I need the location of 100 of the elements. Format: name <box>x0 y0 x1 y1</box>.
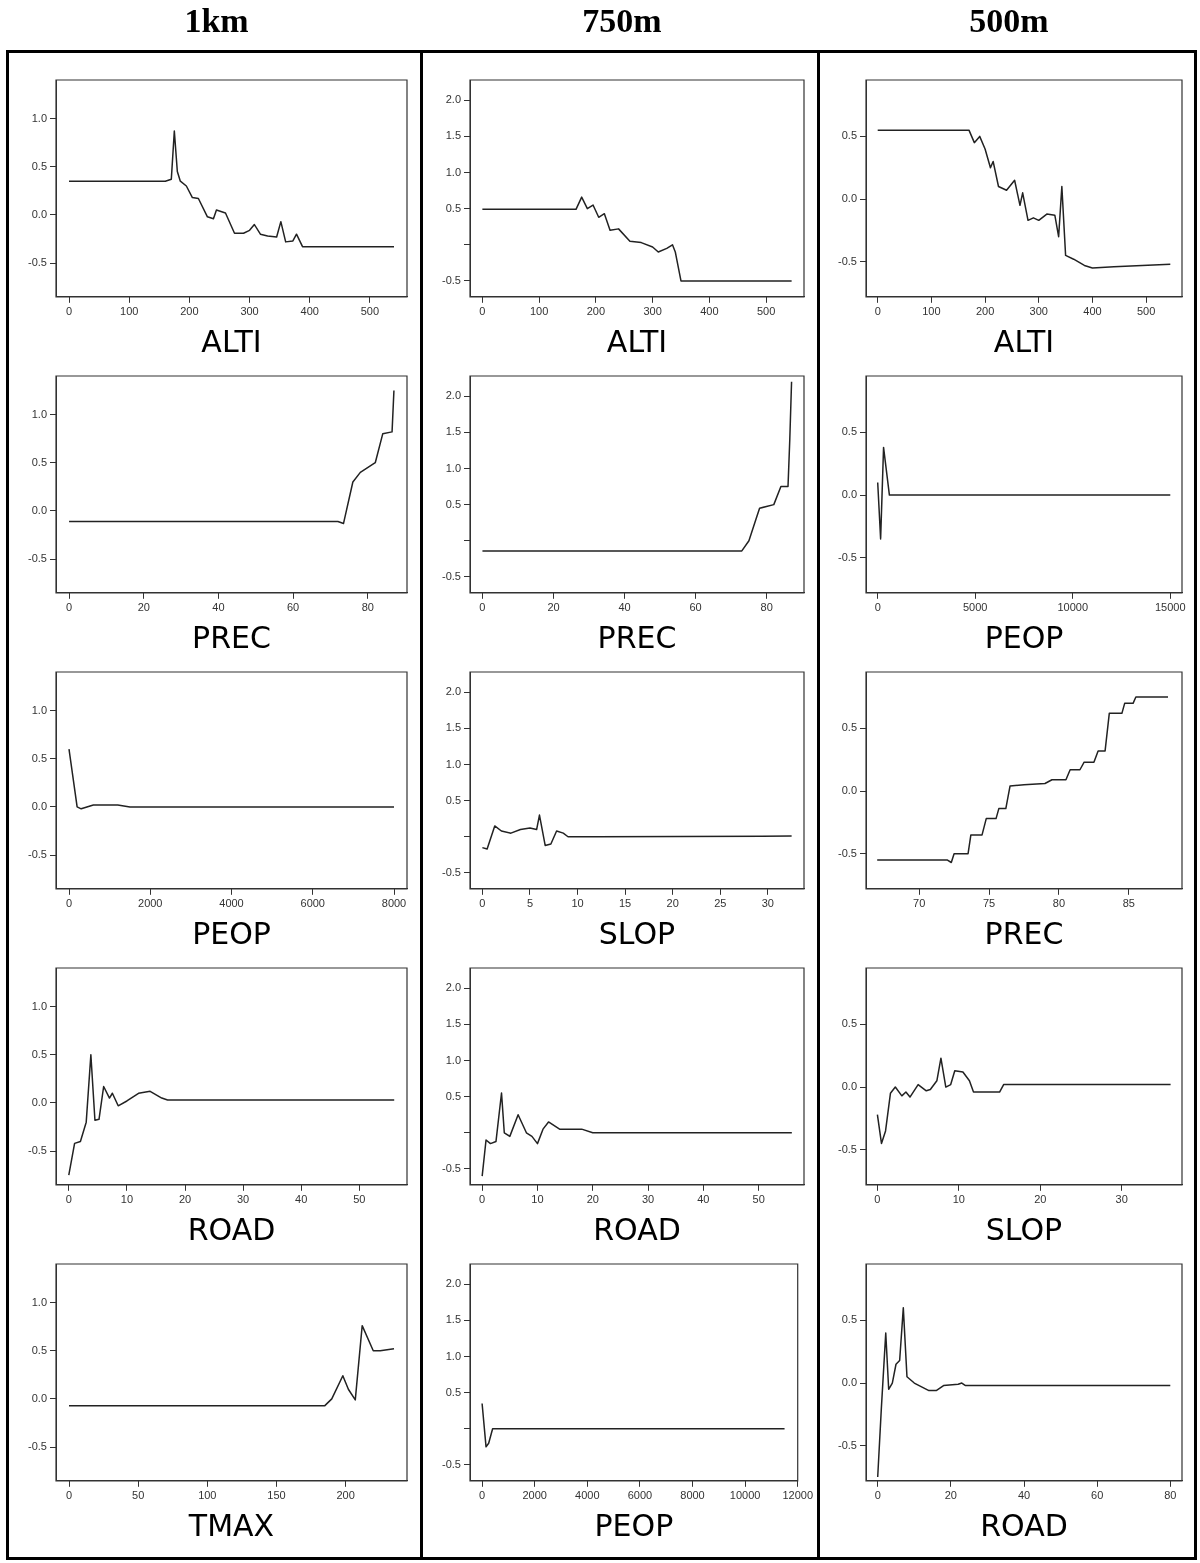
y-tick-label: 1.0 <box>31 1295 47 1308</box>
y-tick-label: 0.5 <box>445 793 461 806</box>
x-axis-title: SLOP <box>598 915 676 951</box>
y-tick-label: 2.0 <box>445 1277 461 1290</box>
x-axis-title: SLOP <box>985 1211 1063 1247</box>
x-tick-label: 300 <box>1029 305 1048 318</box>
x-tick-label: 6000 <box>300 897 325 910</box>
y-tick-label: 1.5 <box>445 1313 461 1326</box>
y-tick-label: 1.0 <box>31 111 47 124</box>
y-tick-label: 0.5 <box>445 1089 461 1102</box>
x-tick-label: 150 <box>267 1489 286 1502</box>
x-tick-label: 40 <box>212 601 225 614</box>
x-axis-title: PEOP <box>192 915 271 951</box>
x-tick-label: 40 <box>295 1193 308 1206</box>
x-tick-label: 60 <box>286 601 300 614</box>
y-tick-label: -0.5 <box>838 1142 857 1155</box>
y-tick-label: 0.0 <box>31 1095 47 1108</box>
y-tick-label: -0.5 <box>442 1457 461 1470</box>
y-tick-label: -0.5 <box>28 1144 47 1157</box>
x-tick-label: 20 <box>178 1193 192 1206</box>
chart-title: 500m <box>968 2 1050 40</box>
x-tick-label: 4000 <box>575 1489 600 1502</box>
x-tick-label: 60 <box>1091 1489 1104 1502</box>
x-tick-label: 30 <box>641 1193 655 1206</box>
y-tick-label: 0.5 <box>841 721 857 734</box>
y-tick-label: 0.5 <box>31 1047 47 1060</box>
x-axis-title: ROAD <box>593 1211 681 1247</box>
x-tick-label: 10 <box>531 1193 544 1206</box>
x-tick-label: 400 <box>300 305 319 318</box>
x-tick-label: 6000 <box>627 1489 653 1502</box>
y-tick-label: 0.0 <box>841 1376 857 1389</box>
y-tick-label: 0.5 <box>445 1385 461 1398</box>
y-tick-label: -0.5 <box>838 254 857 267</box>
x-tick-label: 0 <box>66 601 73 614</box>
y-tick-label: 0.5 <box>841 425 857 438</box>
chart-title: 1km <box>183 2 250 40</box>
y-tick-label: -0.5 <box>442 1161 461 1174</box>
x-tick-label: 20 <box>586 1193 599 1206</box>
y-tick-label: 0.5 <box>31 751 47 764</box>
x-axis-title: PEOP <box>984 619 1064 655</box>
y-tick-label: -0.5 <box>28 552 47 565</box>
y-tick-label: -0.5 <box>28 256 47 269</box>
y-tick-label: 2.0 <box>445 685 461 698</box>
x-axis-title: ALTI <box>993 323 1055 359</box>
x-tick-label: 75 <box>982 897 996 910</box>
x-tick-label: 20 <box>1034 1193 1047 1206</box>
x-axis-title: PREC <box>597 619 677 655</box>
y-tick-label: 1.0 <box>445 757 461 770</box>
x-axis-title: ROAD <box>187 1211 276 1247</box>
x-tick-label: 200 <box>586 305 606 318</box>
y-tick-label: 0.0 <box>841 192 857 205</box>
x-tick-label: 20 <box>666 897 679 910</box>
y-tick-label: 1.5 <box>445 721 461 734</box>
y-tick-label: -0.5 <box>442 569 461 582</box>
y-tick-label: -0.5 <box>28 1440 47 1453</box>
x-tick-label: 40 <box>1017 1489 1031 1502</box>
x-tick-label: 500 <box>360 305 380 318</box>
x-tick-label: 30 <box>237 1193 250 1206</box>
x-tick-label: 8000 <box>381 897 407 910</box>
x-tick-label: 15000 <box>1155 601 1186 614</box>
y-tick-label: -0.5 <box>838 1438 857 1451</box>
x-tick-label: 80 <box>1052 897 1066 910</box>
y-tick-label: 0.5 <box>31 1343 47 1356</box>
y-tick-label: 1.0 <box>31 999 47 1012</box>
y-tick-label: -0.5 <box>28 848 47 861</box>
x-tick-label: 0 <box>479 1193 486 1206</box>
x-tick-label: 70 <box>913 897 926 910</box>
x-tick-label: 4000 <box>219 897 244 910</box>
y-tick-label: -0.5 <box>838 550 857 563</box>
x-tick-label: 400 <box>700 305 719 318</box>
y-tick-label: 1.0 <box>445 461 461 474</box>
y-tick-label: 1.0 <box>445 1349 461 1362</box>
y-tick-label: 2.0 <box>445 981 461 994</box>
x-tick-label: 200 <box>975 305 995 318</box>
x-axis-title: ROAD <box>980 1507 1068 1543</box>
x-tick-label: 10000 <box>729 1489 761 1502</box>
x-tick-label: 100 <box>529 305 549 318</box>
y-tick-label: 0.5 <box>31 159 47 172</box>
x-tick-label: 0 <box>479 601 486 614</box>
x-tick-label: 200 <box>336 1489 355 1502</box>
y-tick-label: 0.0 <box>31 799 47 812</box>
x-tick-label: 0 <box>874 1489 881 1502</box>
x-tick-label: 20 <box>137 601 150 614</box>
y-tick-label: 1.5 <box>445 129 461 142</box>
x-tick-label: 10 <box>571 897 584 910</box>
x-tick-label: 400 <box>1083 305 1102 318</box>
y-tick-label: 1.5 <box>445 1017 461 1030</box>
x-tick-label: 50 <box>752 1193 765 1206</box>
x-tick-label: 80 <box>1164 1489 1177 1502</box>
x-axis-title: PEOP <box>594 1507 674 1543</box>
x-tick-label: 30 <box>761 897 774 910</box>
x-tick-label: 40 <box>697 1193 710 1206</box>
x-tick-label: 0 <box>874 1193 881 1206</box>
y-tick-label: 1.0 <box>445 165 461 178</box>
y-tick-label: 1.0 <box>31 703 47 716</box>
x-tick-label: 10000 <box>1057 601 1089 614</box>
y-tick-label: 1.0 <box>31 407 47 420</box>
y-tick-label: 0.5 <box>445 497 461 510</box>
x-tick-label: 5000 <box>962 601 988 614</box>
x-tick-label: 30 <box>1115 1193 1128 1206</box>
